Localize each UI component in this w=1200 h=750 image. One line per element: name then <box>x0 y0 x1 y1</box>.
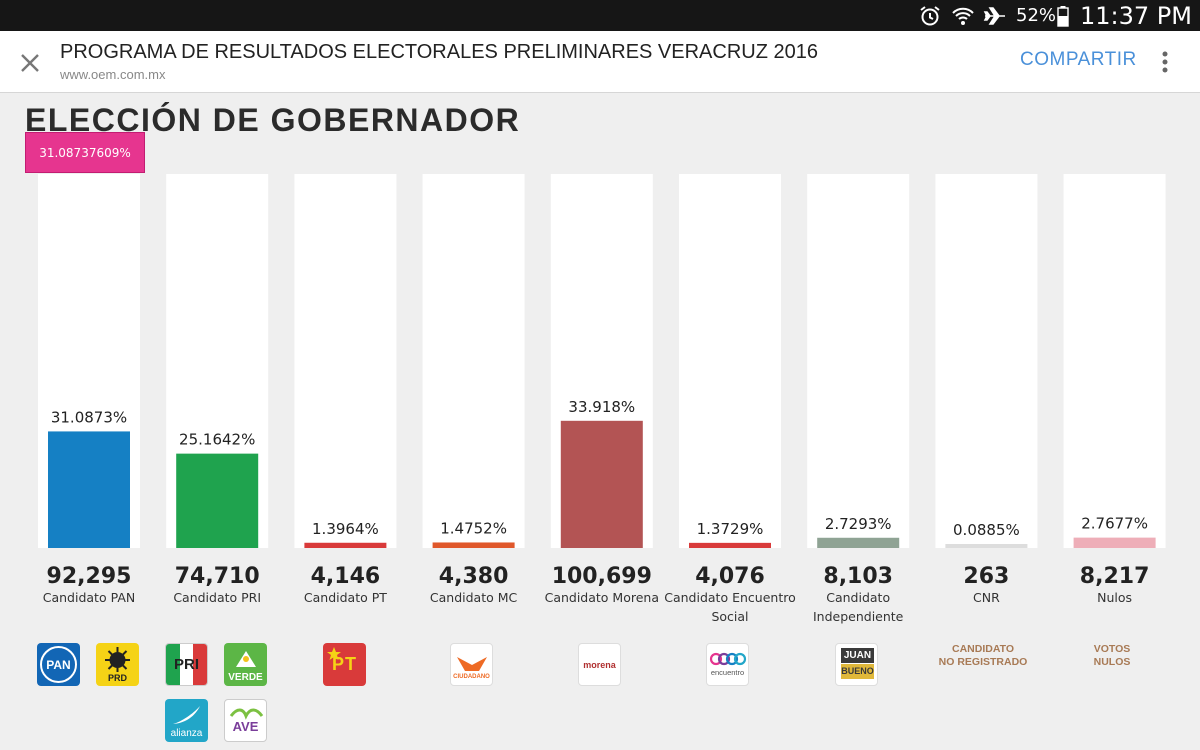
candidate-name-0: Candidato PAN <box>43 590 135 605</box>
circles-icon <box>709 652 747 666</box>
bar-track-2 <box>294 174 397 548</box>
percent-label-6: 2.7293% <box>825 515 892 533</box>
vote-count-7: 263 <box>963 564 1009 589</box>
prd-sun-icon <box>105 647 130 672</box>
bar-track-8 <box>1063 174 1166 548</box>
percent-label-0: 31.0873% <box>51 408 127 426</box>
star-icon <box>327 647 341 660</box>
clock: 11:37 PM <box>1080 1 1192 30</box>
vote-count-4: 100,699 <box>552 564 652 589</box>
candidate-name-5: Candidato Encuentro <box>664 590 795 605</box>
candidate-name-4: Candidato Morena <box>545 590 659 605</box>
bar-5[interactable] <box>689 542 771 548</box>
percent-label-7: 0.0885% <box>953 521 1020 539</box>
bar-track-7 <box>935 174 1038 548</box>
overflow-menu-button[interactable] <box>1154 47 1176 77</box>
independiente-logo: JUAN BUENO <box>835 643 878 686</box>
candidate-name-7: CNR <box>973 590 1000 605</box>
percent-label-3: 1.4752% <box>440 519 507 537</box>
battery-icon <box>1057 0 1071 31</box>
vote-count-3: 4,380 <box>439 564 509 589</box>
app-header: PROGRAMA DE RESULTADOS ELECTORALES PRELI… <box>0 31 1200 93</box>
encuentro-social-logo: encuentro <box>706 643 749 686</box>
bar-track-6 <box>807 174 910 548</box>
bar-7[interactable] <box>945 544 1028 548</box>
candidate-name-6: Independiente <box>813 609 904 624</box>
bar-6[interactable] <box>817 537 900 548</box>
bar-tooltip: 31.08737609% <box>25 132 145 173</box>
candidate-name-2: Candidato PT <box>304 590 387 605</box>
candidate-name-1: Candidato PRI <box>173 590 261 605</box>
alarm-clock-icon <box>919 0 943 31</box>
percent-label-4: 33.918% <box>568 398 635 416</box>
vote-count-8: 8,217 <box>1080 564 1150 589</box>
movimiento-ciudadano-logo: CIUDADANO <box>450 643 493 686</box>
close-button[interactable] <box>16 49 44 77</box>
vote-count-5: 4,076 <box>695 564 765 589</box>
percent-label-2: 1.3964% <box>312 520 379 538</box>
bar-8[interactable] <box>1073 537 1156 548</box>
percent-label-1: 25.1642% <box>179 431 255 449</box>
verde-logo: VERDE <box>224 643 267 686</box>
morena-logo: morena <box>578 643 621 686</box>
battery-percent: 52% <box>1016 5 1057 26</box>
vote-count-2: 4,146 <box>311 564 381 589</box>
bar-4[interactable] <box>560 420 643 548</box>
bar-0[interactable] <box>48 431 130 548</box>
wifi-icon <box>951 0 977 31</box>
eagle-icon <box>457 657 487 671</box>
pt-logo: PT <box>323 643 366 686</box>
candidate-name-6: Candidato <box>826 590 890 605</box>
bar-track-5 <box>679 174 781 548</box>
vote-count-0: 92,295 <box>47 564 132 589</box>
cnr-logo-text: CANDIDATO NO REGISTRADO <box>938 643 1028 668</box>
more-vertical-icon <box>1162 51 1168 73</box>
share-button[interactable]: COMPARTIR <box>1020 49 1137 70</box>
nulos-logo-text: VOTOS NULOS <box>1093 643 1131 668</box>
prd-logo: PRD <box>96 643 139 686</box>
ave-logo: AVE <box>224 699 267 742</box>
status-bar: 52% 11:37 PM <box>0 0 1200 31</box>
bar-2[interactable] <box>304 542 387 548</box>
page-title: PROGRAMA DE RESULTADOS ELECTORALES PRELI… <box>60 41 818 63</box>
ave-wave-icon <box>229 708 264 720</box>
bar-1[interactable] <box>176 453 259 548</box>
candidate-name-5: Social <box>711 609 748 624</box>
wing-icon <box>173 706 200 724</box>
toucan-icon <box>236 651 256 667</box>
bar-track-3 <box>422 174 525 548</box>
vote-count-1: 74,710 <box>175 564 260 589</box>
pri-logo: PRI <box>165 643 208 686</box>
pan-logo: PAN <box>37 643 80 686</box>
percent-label-5: 1.3729% <box>697 520 764 538</box>
candidate-name-3: Candidato MC <box>430 590 518 605</box>
vote-count-6: 8,103 <box>823 564 893 589</box>
page-url: www.oem.com.mx <box>60 67 166 82</box>
close-icon <box>21 54 39 72</box>
nueva-alianza-logo: alianza <box>165 699 208 742</box>
candidate-name-8: Nulos <box>1097 590 1132 605</box>
airplane-mode-icon <box>983 0 1009 31</box>
bar-3[interactable] <box>432 542 515 548</box>
percent-label-8: 2.7677% <box>1081 515 1148 533</box>
